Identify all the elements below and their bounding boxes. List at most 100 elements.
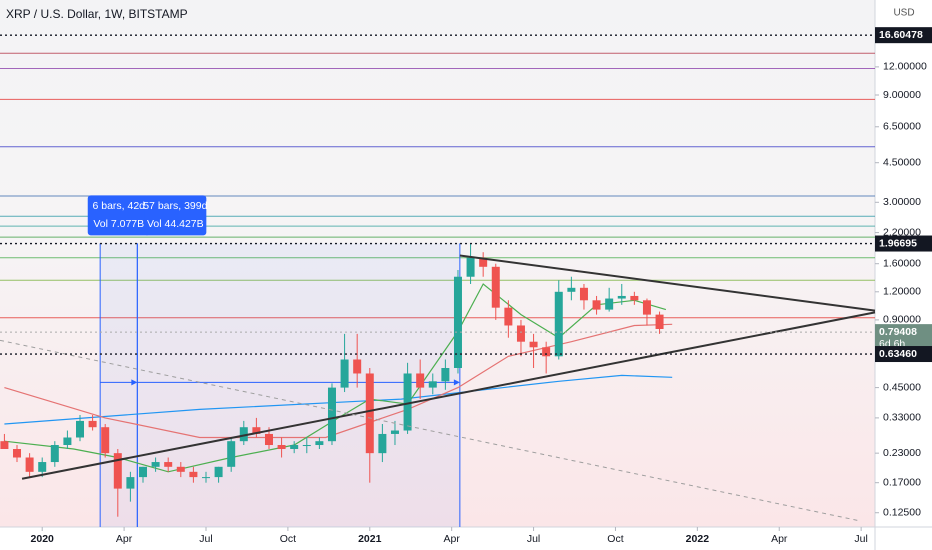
trend-line xyxy=(0,339,860,522)
candle-body xyxy=(101,427,110,454)
y-tick-label: 6.50000 xyxy=(883,121,921,133)
price-label: 0.63460 xyxy=(879,348,917,360)
x-tick-label: 2021 xyxy=(358,533,382,545)
x-tick-label: Jul xyxy=(199,533,212,545)
candle-body xyxy=(491,266,500,308)
candle-body xyxy=(516,325,525,342)
candle-body xyxy=(126,477,135,489)
candle-body xyxy=(428,381,437,388)
candle-body xyxy=(529,341,538,348)
candle-body xyxy=(504,307,513,326)
candle-body xyxy=(441,368,450,382)
y-tick-label: 0.90000 xyxy=(883,314,921,326)
candle-body xyxy=(302,445,311,447)
candle-body xyxy=(340,359,349,388)
candle-body xyxy=(252,427,261,434)
candle-body xyxy=(403,373,412,431)
y-tick-label: 0.33000 xyxy=(883,412,921,424)
measure-label-box xyxy=(144,195,207,236)
candle-body xyxy=(189,471,198,478)
candle-body xyxy=(327,387,336,442)
price-label-box xyxy=(875,346,932,363)
candle-body xyxy=(605,298,614,310)
y-tick-label: 0.23000 xyxy=(883,447,921,459)
x-tick-label: Oct xyxy=(280,533,296,545)
candle-body xyxy=(88,420,97,428)
candle-body xyxy=(138,466,147,478)
y-tick-label: 0.17000 xyxy=(883,476,921,488)
candle-body xyxy=(416,373,425,388)
price-label: 16.60478 xyxy=(879,29,923,41)
candle-body xyxy=(617,295,626,299)
candle-body xyxy=(579,287,588,301)
candle-body xyxy=(0,441,9,450)
candle-body xyxy=(365,373,374,454)
measure-label: Vol 44.427B xyxy=(147,218,204,230)
candle-body xyxy=(378,433,387,454)
candle-body xyxy=(592,300,601,310)
currency: USD xyxy=(893,8,914,19)
candle-body xyxy=(630,295,639,301)
candle-body xyxy=(353,359,362,374)
candle-body xyxy=(453,276,462,369)
chart-title: XRP / U.S. Dollar, 1W, BITSTAMP xyxy=(6,7,188,21)
price-label: 1.96695 xyxy=(879,237,917,249)
x-tick-label: Apr xyxy=(444,533,461,545)
x-tick-label: Jul xyxy=(527,533,540,545)
measure-label-box xyxy=(87,195,150,236)
x-tick-label: Jul xyxy=(854,533,867,545)
candle-body xyxy=(113,453,122,489)
candle-body xyxy=(554,291,563,357)
y-tick-label: 2.20000 xyxy=(883,226,921,238)
plot-background xyxy=(0,0,875,527)
candle-body xyxy=(655,314,664,329)
candle-body xyxy=(151,462,160,467)
candle-body xyxy=(13,449,22,458)
arrow-head xyxy=(453,379,460,386)
y-tick-label: 3.00000 xyxy=(883,196,921,208)
trend-line xyxy=(459,254,876,312)
candle-body xyxy=(542,347,551,357)
measure-label: Vol 7.077B xyxy=(93,218,144,230)
candle-body xyxy=(214,466,223,478)
x-tick-label: Apr xyxy=(771,533,788,545)
x-tick-label: Oct xyxy=(607,533,623,545)
x-tick-label: Apr xyxy=(116,533,133,545)
candle-body xyxy=(264,433,273,446)
x-tick-label: 2022 xyxy=(686,533,710,545)
candle-body xyxy=(50,445,59,463)
candle-body xyxy=(479,257,488,267)
y-tick-label: 12.00000 xyxy=(883,61,927,73)
candle-body xyxy=(25,457,34,472)
arrow-head xyxy=(131,379,138,386)
price-label-box xyxy=(875,27,932,44)
candle-body xyxy=(567,287,576,292)
moving-average xyxy=(4,283,667,473)
y-tick-label: 1.60000 xyxy=(883,257,921,269)
candle-body xyxy=(277,445,286,450)
measure-label: 6 bars, 42d xyxy=(92,200,145,212)
y-tick-label: 0.45000 xyxy=(883,381,921,393)
price-label-box xyxy=(875,235,932,252)
candle-body xyxy=(315,441,324,446)
y-tick-label: 0.12500 xyxy=(883,507,921,519)
trend-line xyxy=(21,311,876,480)
candle-body xyxy=(290,445,299,450)
candle-body xyxy=(227,441,236,467)
candle-body xyxy=(164,462,173,467)
candle-body xyxy=(38,462,47,472)
candle-body xyxy=(642,300,651,315)
candle-body xyxy=(390,430,399,434)
candle-body xyxy=(466,257,475,277)
candle-body xyxy=(201,477,210,479)
y-tick-label: 1.20000 xyxy=(883,286,921,298)
measure-label: 57 bars, 399d xyxy=(143,200,207,212)
y-tick-label: 9.00000 xyxy=(883,89,921,101)
candle-body xyxy=(239,427,248,442)
candle-body xyxy=(76,420,85,438)
price-label: 0.79408 xyxy=(879,326,917,338)
y-tick-label: 4.50000 xyxy=(883,156,921,168)
candle-body xyxy=(176,466,185,472)
x-tick-label: 2020 xyxy=(31,533,55,545)
